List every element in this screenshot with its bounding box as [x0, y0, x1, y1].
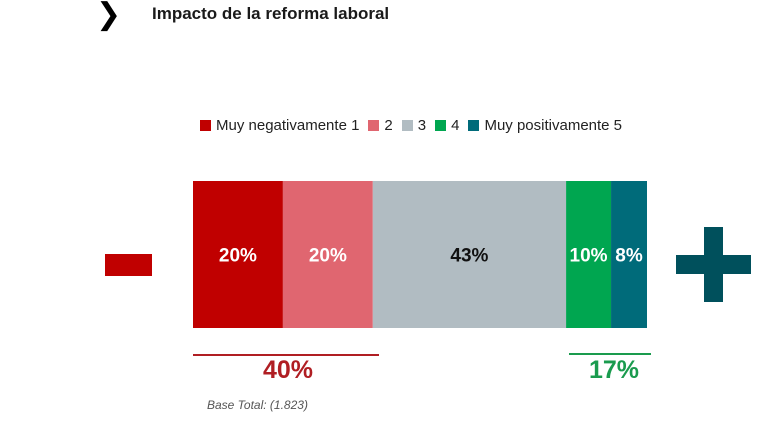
legend-swatch: [468, 120, 480, 131]
chevron-right-icon: ❯: [96, 0, 122, 31]
chart-legend: Muy negativamente 1 2 3 4 Muy positivame…: [200, 117, 631, 134]
bar-segment: [372, 181, 567, 328]
negative-bracket-line: [193, 354, 379, 356]
legend-swatch: [368, 120, 380, 131]
bar-segment: [193, 181, 283, 328]
bar-segment: [282, 181, 373, 328]
negative-total: 40%: [263, 356, 314, 384]
data-label: 20%: [219, 246, 257, 267]
legend-label: 3: [417, 117, 427, 134]
legend-label: 2: [384, 117, 393, 134]
legend-item: 4: [435, 117, 459, 134]
data-label: 8%: [615, 246, 643, 267]
legend-label: 4: [451, 117, 460, 134]
legend-item: 3: [401, 117, 427, 134]
bar-segment: [566, 181, 612, 328]
legend-swatch: [200, 120, 211, 131]
chart-title: Impacto de la reforma laboral: [152, 4, 390, 23]
data-label: 10%: [570, 246, 608, 267]
legend-item: Muy negativamente 1: [200, 117, 359, 134]
legend-item: Muy positivamente 5: [468, 117, 622, 134]
legend-swatch: [401, 120, 413, 131]
minus-icon: [105, 254, 152, 276]
plus-icon: [704, 227, 723, 302]
bar-segment: [611, 181, 647, 328]
legend-item: 2: [368, 117, 393, 134]
legend-swatch: [435, 120, 447, 131]
data-label: 20%: [309, 246, 347, 267]
legend-label: Muy positivamente 5: [484, 117, 623, 134]
legend-label: Muy negativamente 1: [216, 117, 360, 134]
data-label: 43%: [450, 246, 488, 267]
positive-total: 17%: [589, 356, 640, 384]
base-total-note: Base Total: (1.823): [207, 398, 308, 412]
positive-bracket-line: [569, 353, 651, 355]
